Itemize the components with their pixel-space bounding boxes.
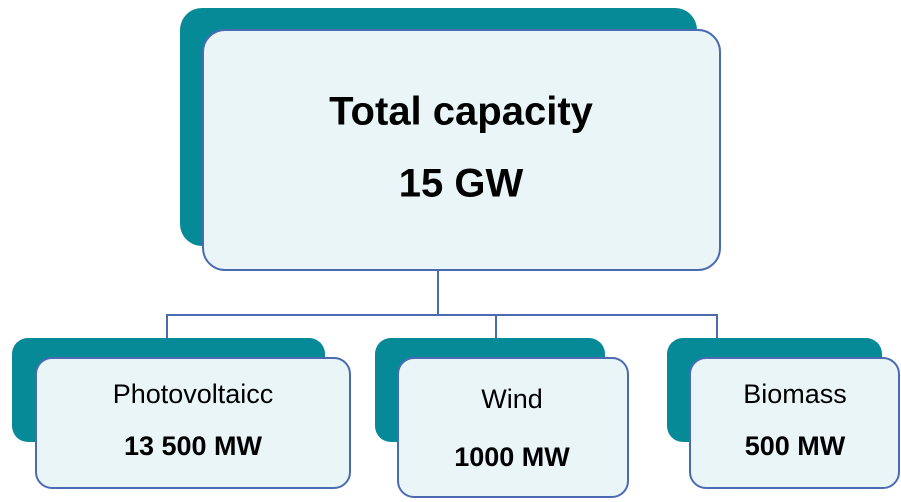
root-value: 15 GW [399,162,524,206]
child-label: Photovoltaicc [113,379,274,409]
root-node: Total capacity 15 GW [180,8,721,271]
child-label: Biomass [743,379,847,409]
child-node: Biomass 500 MW [667,338,900,489]
child-label: Wind [481,384,543,414]
child-value: 1000 MW [454,442,570,472]
child-value: 500 MW [745,431,846,461]
node-box [35,357,351,489]
child-node: Wind 1000 MW [375,338,629,498]
node-box [397,357,629,498]
child-node: Photovoltaicc 13 500 MW [12,338,351,489]
node-box [689,357,900,489]
node-box [202,29,721,271]
connectors [166,245,718,340]
child-value: 13 500 MW [124,431,263,461]
root-title: Total capacity [329,90,594,134]
